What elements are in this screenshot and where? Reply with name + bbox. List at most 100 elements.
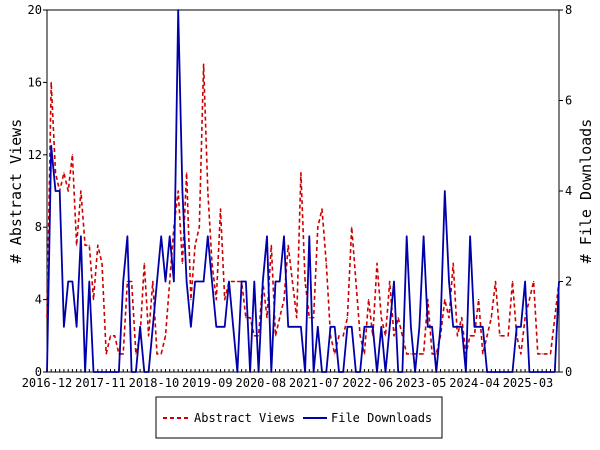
data-point	[499, 335, 501, 337]
data-point	[266, 317, 268, 319]
data-point	[249, 317, 251, 319]
data-point	[232, 326, 234, 328]
data-point	[287, 244, 289, 246]
data-point	[122, 280, 124, 283]
data-point	[169, 235, 171, 237]
data-point	[67, 190, 69, 192]
data-point	[203, 63, 205, 65]
data-point	[126, 280, 128, 283]
x-tick-label: 2016-12	[22, 376, 73, 390]
data-point	[76, 244, 78, 246]
data-point	[177, 9, 179, 11]
data-point	[109, 335, 112, 337]
data-point	[181, 262, 183, 264]
data-point	[291, 280, 293, 283]
data-point	[219, 326, 222, 328]
data-point	[169, 280, 171, 283]
data-point	[156, 353, 158, 355]
data-point	[448, 317, 450, 319]
data-point	[219, 208, 222, 210]
data-point	[211, 280, 213, 283]
data-point	[368, 299, 370, 301]
data-point	[215, 299, 217, 301]
y-right-tick-label: 8	[565, 3, 572, 17]
data-point	[410, 326, 412, 328]
data-point	[384, 335, 387, 337]
data-point	[520, 353, 522, 355]
data-point	[228, 280, 230, 283]
data-point	[173, 280, 175, 283]
data-point	[418, 326, 420, 328]
y-right-axis-title: # File Downloads	[577, 119, 595, 264]
data-point	[533, 280, 535, 283]
legend: Abstract Views File Downloads	[155, 396, 443, 439]
data-point	[338, 335, 340, 337]
data-point	[194, 244, 196, 246]
data-point	[253, 280, 255, 283]
data-point	[80, 190, 82, 192]
data-point	[427, 326, 429, 328]
series-points-abstract-views	[46, 63, 560, 355]
data-point	[389, 280, 391, 283]
data-point	[329, 326, 332, 328]
y-left-tick-label: 0	[35, 365, 42, 379]
data-point	[473, 335, 475, 337]
data-point	[456, 326, 458, 328]
data-point	[114, 335, 116, 337]
data-point	[342, 335, 344, 337]
data-point	[283, 299, 285, 301]
data-point	[528, 299, 531, 301]
data-point	[152, 280, 154, 283]
data-point	[84, 244, 86, 246]
data-point	[300, 172, 302, 174]
data-point	[431, 326, 433, 328]
data-point	[308, 235, 310, 237]
data-point	[148, 335, 150, 337]
data-point	[524, 317, 526, 319]
data-point	[122, 353, 124, 355]
series-line-file-downloads	[46, 9, 560, 373]
data-point	[76, 326, 78, 328]
data-point	[283, 235, 285, 237]
data-point	[351, 326, 353, 328]
data-point	[245, 317, 247, 319]
data-point	[427, 299, 429, 301]
data-point	[520, 326, 522, 328]
y-left-tick-label: 20	[28, 3, 42, 17]
data-point	[431, 353, 433, 355]
data-point	[304, 280, 306, 283]
data-point	[549, 353, 552, 355]
data-point	[482, 353, 484, 355]
series-layer	[46, 9, 560, 373]
data-point	[160, 353, 162, 355]
data-point	[224, 299, 226, 301]
data-point	[435, 353, 437, 355]
data-point	[448, 280, 450, 283]
data-point	[80, 235, 82, 237]
series-line-abstract-views	[46, 63, 560, 355]
data-point	[389, 326, 391, 328]
y-left-tick-label: 4	[35, 293, 42, 307]
x-tick-label: 2018-10	[129, 376, 180, 390]
data-point	[270, 244, 272, 246]
data-point	[380, 317, 382, 319]
data-point	[152, 326, 154, 328]
data-point	[63, 326, 65, 328]
data-point	[135, 353, 137, 355]
data-point	[164, 335, 167, 337]
data-point	[59, 190, 61, 192]
data-point	[452, 262, 454, 264]
data-point	[236, 280, 238, 283]
y-right-tick-label: 6	[565, 94, 572, 108]
data-point	[507, 335, 509, 337]
data-point	[363, 326, 365, 328]
data-point	[177, 190, 179, 192]
data-point	[266, 235, 268, 237]
y-left-tick-label: 8	[35, 220, 42, 234]
data-point	[359, 335, 361, 337]
data-point	[194, 280, 196, 283]
data-point	[71, 280, 73, 283]
data-point	[287, 326, 289, 328]
data-point	[321, 208, 323, 210]
